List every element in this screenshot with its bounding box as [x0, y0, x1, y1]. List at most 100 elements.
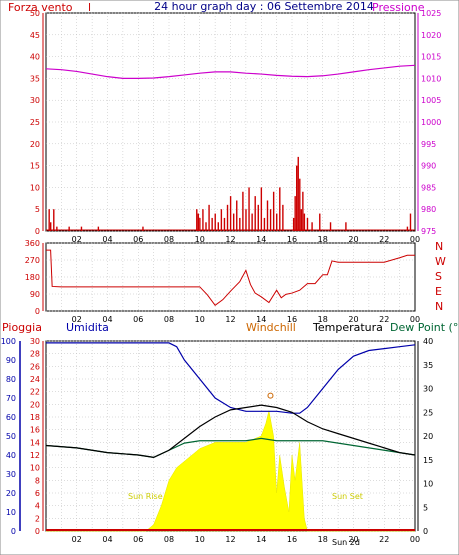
wind-bar [276, 213, 278, 231]
wind-bar [409, 213, 412, 231]
wind-bar [263, 217, 266, 231]
wind-bar [300, 209, 303, 231]
wind-bar [296, 165, 298, 231]
compass-label: W [435, 255, 446, 268]
wind-bar [254, 196, 256, 231]
wind-tick-label: 50 [30, 9, 40, 18]
rain-tick-label: 12 [30, 451, 40, 460]
x-tick-label: 00 [410, 235, 420, 244]
legend-temperatura: Temperatura [312, 321, 383, 334]
wind-tick-label: 35 [30, 74, 40, 83]
x-tick-label: 16 [287, 535, 297, 544]
temperature-line [45, 404, 416, 458]
wind-bar [311, 222, 313, 231]
temperature-tick-label: 5 [423, 503, 428, 512]
x-tick-label: 14 [256, 235, 266, 244]
x-tick-label: 08 [164, 315, 174, 324]
humidity-tick-label: 50 [6, 432, 16, 441]
direction-tick-label: 180 [25, 273, 40, 282]
x-tick-label: 10 [195, 535, 205, 544]
x-tick-label: 06 [133, 315, 143, 324]
x-tick-label: 00 [410, 535, 420, 544]
rain-tick-label: 22 [30, 388, 40, 397]
rain-tick-label: 26 [30, 362, 40, 371]
wind-bar [292, 217, 295, 231]
rain-tick-label: 8 [35, 476, 40, 485]
pressure-tick-label: 985 [421, 183, 436, 192]
pressure-tick-label: 1010 [421, 74, 441, 83]
rain-area [46, 410, 415, 532]
wind-bar [303, 213, 306, 231]
rain-tick-label: 14 [30, 438, 40, 447]
x-tick-label: 20 [348, 535, 358, 544]
wind-bar [197, 213, 200, 231]
wind-tick-label: 5 [35, 205, 40, 214]
x-tick-label: 10 [195, 315, 205, 324]
wind-axis-title: Forza vento [8, 1, 73, 14]
rain-tick-label: 30 [30, 337, 40, 346]
wind-bar [48, 209, 50, 231]
wind-tick-label: 15 [30, 162, 40, 171]
wind-bar [282, 204, 284, 231]
temperature-tick-label: 35 [423, 361, 433, 370]
wind-bar [302, 191, 304, 231]
x-tick-label: 22 [379, 535, 389, 544]
humidity-tick-label: 90 [6, 356, 16, 365]
wind-bar [245, 209, 247, 231]
rain-tick-label: 18 [30, 413, 40, 422]
x-tick-label: 18 [318, 315, 328, 324]
rain-tick-label: 24 [30, 375, 40, 384]
x-tick-label: 14 [256, 315, 266, 324]
wind-bar [199, 217, 201, 231]
date-mark-label: Sun 2d [332, 538, 360, 547]
wind-bar [97, 226, 100, 231]
wind-tick-label: 10 [30, 183, 40, 192]
wind-bar [229, 196, 232, 231]
humidity-tick-label: 70 [6, 394, 16, 403]
humidity-tick-label: 100 [1, 337, 16, 346]
x-tick-label: 10 [195, 235, 205, 244]
x-tick-label: 18 [318, 535, 328, 544]
wind-bar [297, 156, 299, 231]
rain-tick-label: 2 [35, 514, 40, 523]
pressure-axis-title: Pressione [372, 1, 425, 14]
pressure-tick-label: 1020 [421, 31, 441, 40]
compass-label: E [435, 285, 442, 298]
wind-tick-label: 30 [30, 96, 40, 105]
wind-bar [269, 209, 272, 231]
wind-tick-label: 40 [30, 53, 40, 62]
wind-bar [257, 204, 259, 231]
wind-bar [272, 191, 275, 231]
rain-tick-label: 6 [35, 489, 40, 498]
pressure-tick-label: 1025 [421, 9, 441, 18]
wind-bar [239, 217, 241, 231]
x-tick-label: 16 [287, 315, 297, 324]
wind-tick-label: 0 [35, 227, 40, 236]
wind-bar [205, 222, 207, 231]
humidity-axis-title: Umidita [66, 321, 109, 334]
wind-bar [68, 226, 70, 231]
pressure-tick-label: 990 [421, 162, 436, 171]
wind-bar [232, 213, 235, 231]
humidity-tick-label: 20 [6, 489, 16, 498]
wind-tick-label: 45 [30, 31, 40, 40]
x-tick-label: 04 [102, 535, 112, 544]
humidity-tick-label: 0 [11, 527, 16, 536]
wind-bar [260, 187, 263, 231]
wind-bar [202, 209, 204, 231]
wind-bar [56, 226, 58, 231]
wind-axis-unit: l [88, 1, 91, 14]
x-tick-label: 20 [348, 235, 358, 244]
x-tick-label: 12 [225, 535, 235, 544]
temperature-tick-label: 0 [423, 527, 428, 536]
x-tick-label: 06 [133, 535, 143, 544]
temperature-tick-label: 15 [423, 456, 433, 465]
wind-bar [220, 209, 223, 231]
legend-windchill: Windchill [246, 321, 296, 334]
x-tick-label: 08 [164, 535, 174, 544]
x-tick-label: 06 [133, 235, 143, 244]
temperature-tick-label: 10 [423, 480, 433, 489]
pressure-line [45, 64, 416, 80]
direction-tick-label: 90 [30, 290, 40, 299]
wind-bar [223, 217, 226, 231]
